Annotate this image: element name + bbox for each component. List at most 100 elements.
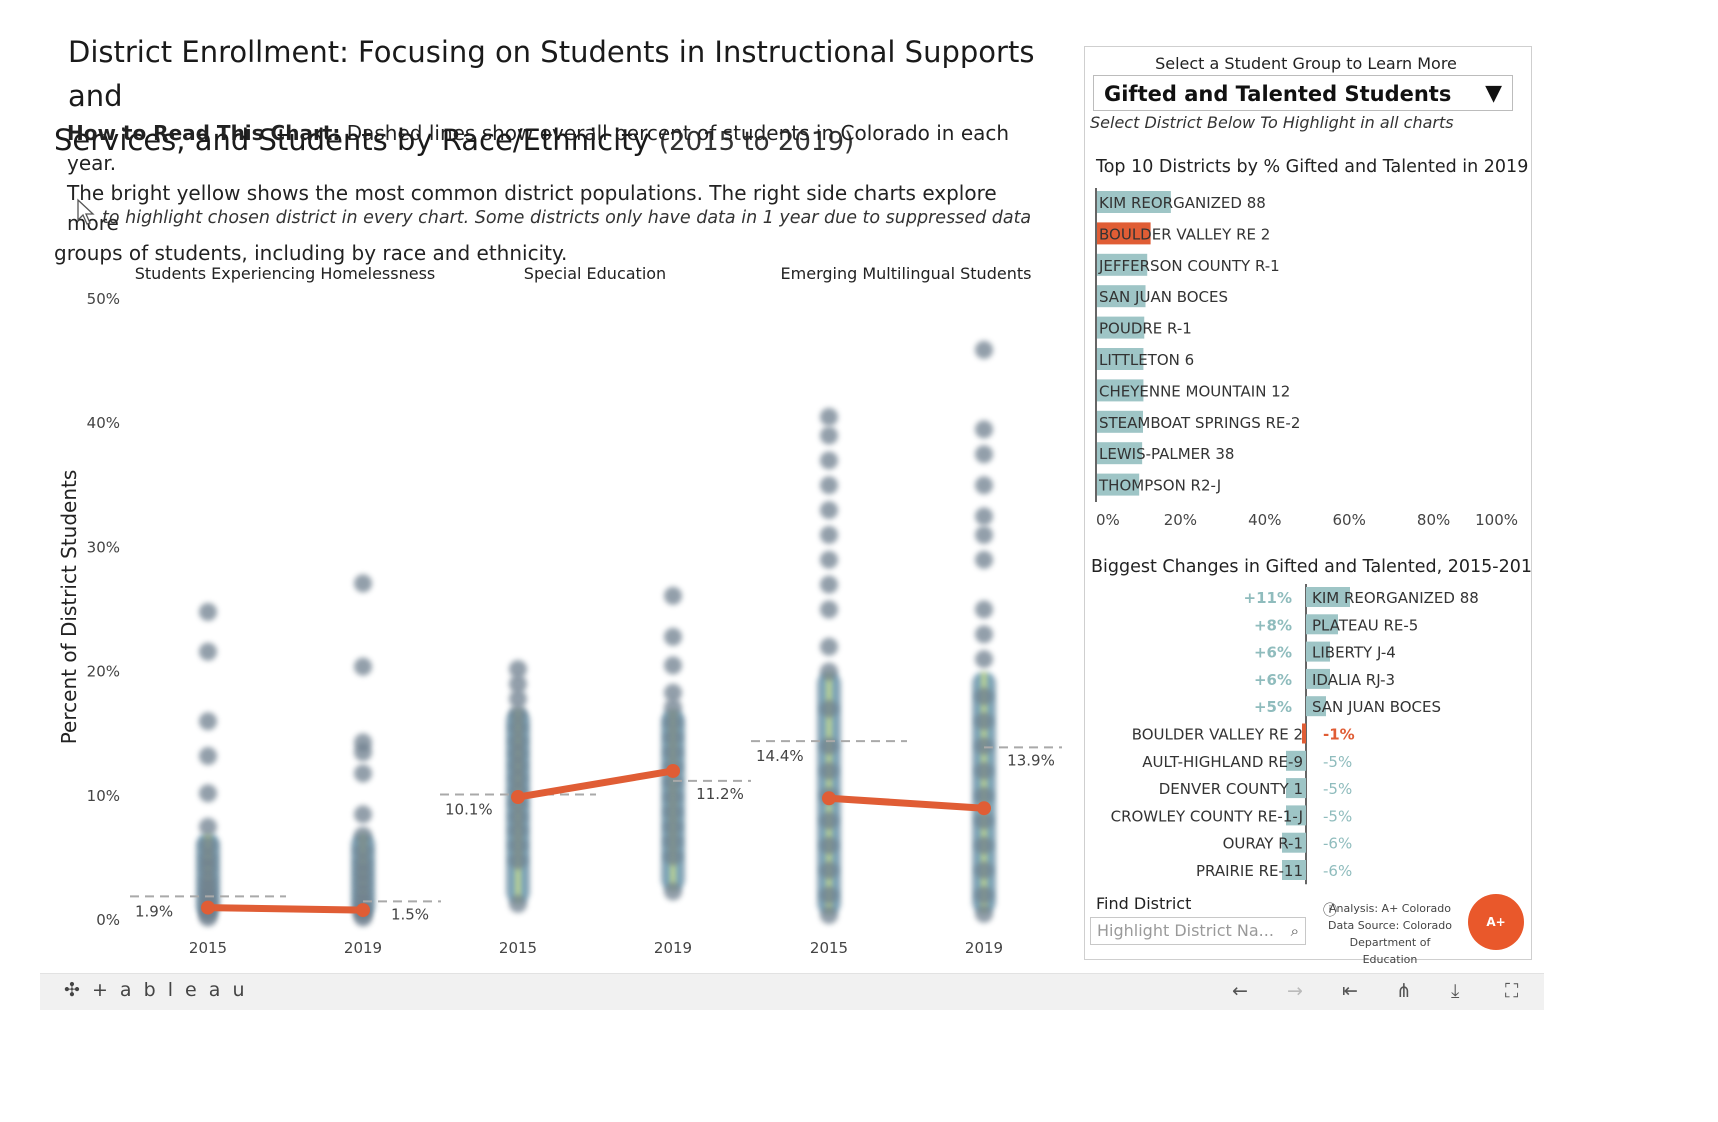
x-tick-label: 2015	[810, 939, 848, 957]
title-line-2: Services, and Students by Race/Ethnicity…	[54, 118, 1054, 164]
change-bar	[1306, 696, 1326, 717]
download-icon[interactable]: ⤓	[1451, 980, 1460, 1002]
change-value-label: +11%	[1244, 589, 1292, 607]
district-dot	[820, 761, 838, 780]
district-dot	[509, 807, 527, 826]
highlight-line	[204, 904, 367, 914]
district-dot	[975, 761, 993, 780]
title-line-1: District Enrollment: Focusing on Student…	[68, 35, 1035, 113]
top10-bar	[1097, 253, 1148, 276]
x-tick-label: 2019	[654, 939, 692, 957]
change-bar	[1302, 723, 1306, 744]
share-icon[interactable]: ⋔	[1396, 980, 1412, 1002]
district-dot	[820, 600, 838, 619]
district-dot	[820, 737, 838, 756]
top10-bar-label: LITTLETON 6	[1099, 351, 1194, 369]
page-title: District Enrollment: Focusing on Student…	[54, 30, 1054, 164]
panel-title: Students Experiencing Homelessness	[135, 264, 435, 283]
top10-x-tick: 100%	[1475, 511, 1518, 529]
district-dot	[354, 853, 372, 872]
find-district-label: Find District	[1096, 894, 1192, 913]
state-average-label: 1.5%	[391, 905, 429, 923]
redo-icon[interactable]: →	[1287, 980, 1303, 1002]
top10-bar-label: SAN JUAN BOCES	[1099, 288, 1228, 306]
district-dot	[354, 841, 372, 860]
y-tick-label: 40%	[87, 414, 120, 432]
selector-hint: Select District Below To Highlight in al…	[1090, 113, 1454, 132]
top10-bar	[1097, 285, 1146, 308]
x-tick-label: 2019	[965, 939, 1003, 957]
top10-bar-label: POUDRE R-1	[1099, 320, 1192, 338]
district-dot	[820, 476, 838, 495]
state-average-label: 1.9%	[135, 902, 173, 920]
x-tick-label: 2015	[499, 939, 537, 957]
tableau-toolbar	[40, 973, 1544, 1010]
district-dot	[975, 650, 993, 669]
change-value-label: +6%	[1254, 671, 1292, 689]
tableau-logo[interactable]: ✣ + a b l e a u	[64, 979, 247, 1001]
revert-icon[interactable]: ⇤	[1342, 980, 1358, 1002]
district-dot	[199, 784, 217, 803]
district-dot	[509, 704, 527, 723]
district-dot	[509, 744, 527, 763]
district-dot	[975, 625, 993, 644]
district-dot	[820, 886, 838, 905]
credit-text: Analysis: A+ Colorado Data Source: Color…	[1324, 900, 1456, 968]
top10-bar-chart: Top 10 Districts by % Gifted and Talente…	[1095, 157, 1528, 529]
fullscreen-icon[interactable]: ⛶	[1505, 980, 1519, 1002]
state-average-label: 13.9%	[1007, 751, 1055, 769]
change-bar	[1306, 668, 1330, 689]
change-bar-chart: Biggest Changes in Gifted and Talented, …	[1091, 557, 1532, 885]
y-tick-label: 10%	[87, 787, 120, 805]
top10-x-tick: 20%	[1164, 511, 1197, 529]
student-group-dropdown[interactable]: Gifted and Talented Students ▼	[1093, 75, 1513, 111]
district-dot	[509, 675, 527, 694]
district-dot	[509, 756, 527, 775]
district-dot	[509, 851, 527, 870]
credit-line-3: Department of Education	[1349, 936, 1431, 966]
state-average-label: 11.2%	[696, 785, 744, 803]
district-dot	[664, 627, 682, 646]
panel-2: Emerging Multilingual Students 2015 14.4% 2…	[751, 264, 1062, 957]
district-dot	[820, 525, 838, 544]
district-dot	[664, 698, 682, 717]
find-district-input[interactable]: Highlight District Na... ⌕	[1090, 917, 1306, 945]
highlight-point	[356, 903, 370, 918]
district-dot	[664, 683, 682, 702]
highlight-point	[201, 900, 215, 915]
undo-icon[interactable]: ←	[1232, 980, 1248, 1002]
district-dot	[664, 788, 682, 807]
district-dot	[664, 847, 682, 866]
tableau-sparkle-icon: ✣	[64, 979, 83, 1001]
district-dot	[509, 769, 527, 788]
y-tick-label: 30%	[87, 538, 120, 556]
aplus-colorado-logo: A+	[1468, 894, 1524, 950]
change-title: Biggest Changes in Gifted and Talented, …	[1091, 557, 1532, 577]
change-value-label: +6%	[1254, 644, 1292, 662]
y-axis-label: Percent of District Students	[57, 470, 81, 745]
district-dot	[664, 773, 682, 792]
change-bar	[1286, 778, 1306, 799]
panel-title: Emerging Multilingual Students	[781, 264, 1032, 283]
district-dot	[975, 507, 993, 526]
district-dot	[664, 832, 682, 851]
district-dot	[354, 657, 372, 676]
district-dot	[354, 805, 372, 824]
change-bar	[1306, 614, 1338, 635]
y-tick-label: 0%	[96, 911, 120, 929]
district-dot	[664, 802, 682, 821]
change-district-label: KIM REORGANIZED 88	[1312, 589, 1479, 607]
y-tick-label: 20%	[87, 663, 120, 681]
top10-bar-label: STEAMBOAT SPRINGS RE-2	[1099, 414, 1300, 432]
top10-bar	[1097, 316, 1145, 339]
info-icon[interactable]: ⓘ	[1323, 903, 1337, 919]
change-bar	[1286, 805, 1306, 826]
change-bar	[1306, 641, 1330, 662]
search-icon: ⌕	[1290, 922, 1299, 940]
top10-x-tick: 80%	[1417, 511, 1450, 529]
change-value-label: -1%	[1323, 726, 1355, 744]
district-dot	[975, 811, 993, 830]
district-dot	[975, 861, 993, 880]
district-dot	[664, 586, 682, 605]
district-dot	[509, 836, 527, 855]
